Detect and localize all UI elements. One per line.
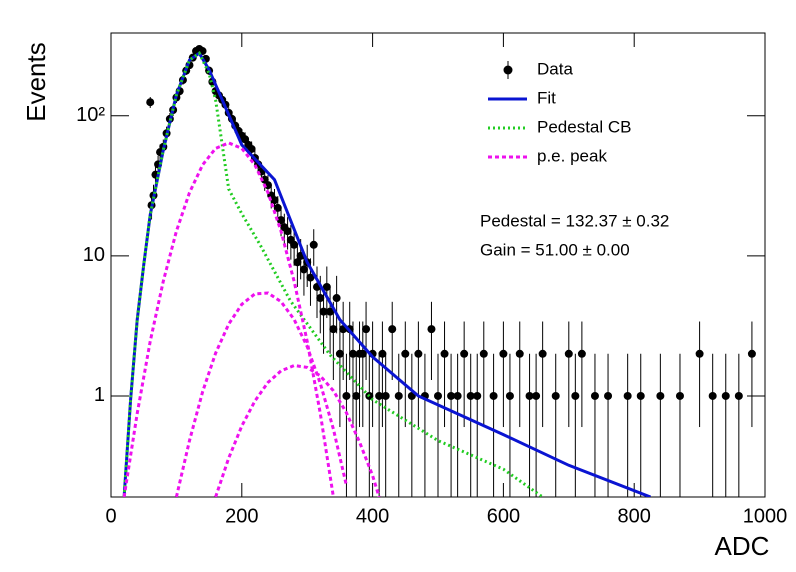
y-tick-label: 1 [94, 384, 105, 406]
data-point [378, 349, 387, 358]
plot-area [122, 44, 756, 497]
legend-label: Data [537, 59, 573, 78]
legend-label: Fit [537, 88, 556, 107]
data-point [590, 391, 599, 400]
data-point [375, 391, 384, 400]
data-point [273, 203, 282, 212]
data-point [721, 391, 730, 400]
y-tick-label: 10 [83, 244, 105, 266]
x-tick-label: 1000 [743, 505, 788, 527]
y-tick-label: 10² [76, 104, 105, 126]
legend-marker [503, 65, 513, 75]
data-point [440, 349, 449, 358]
data-point [434, 391, 442, 400]
data-point [551, 391, 560, 400]
data-point [532, 391, 541, 400]
annotation: Pedestal = 132.37 ± 0.32 [480, 211, 669, 230]
x-tick-label: 400 [356, 505, 389, 527]
data-point [515, 349, 524, 358]
data-point [473, 391, 482, 400]
data-point [453, 391, 462, 400]
x-tick-label: 200 [225, 505, 258, 527]
data-point [348, 349, 357, 358]
data-point [414, 349, 423, 358]
x-tick-label: 800 [618, 505, 651, 527]
data-point [342, 391, 351, 400]
data-point [306, 273, 315, 282]
data-point [747, 349, 756, 358]
data-point [299, 265, 308, 274]
data-point [352, 391, 361, 400]
data-point [277, 216, 286, 225]
data-point [335, 349, 344, 358]
data-point [329, 325, 338, 334]
data-point [270, 196, 279, 205]
data-point [427, 325, 436, 334]
data-point [505, 391, 514, 400]
data-point [316, 294, 325, 303]
data-point [146, 98, 155, 107]
data-point [525, 391, 534, 400]
data-point [447, 391, 456, 400]
x-tick-label: 600 [487, 505, 520, 527]
data-point [322, 282, 331, 291]
y-axis-label: Events [21, 42, 51, 122]
data-point [460, 349, 469, 358]
fit-curve [122, 141, 381, 497]
x-axis-label: ADC [715, 531, 770, 561]
data-point [708, 391, 717, 400]
data-point [695, 349, 704, 358]
legend-label: p.e. peak [537, 146, 607, 165]
data-point [283, 227, 292, 236]
data-point [381, 391, 390, 400]
data-point [466, 391, 475, 400]
data-point [319, 307, 328, 316]
data-point [564, 349, 573, 358]
data-point [362, 325, 371, 334]
data-point [675, 391, 684, 400]
data-point [247, 144, 256, 153]
data-point [499, 349, 508, 358]
data-point [332, 294, 341, 303]
data-point [326, 307, 335, 316]
data-point [623, 391, 632, 400]
data-point [604, 391, 613, 400]
data-point [401, 349, 410, 358]
data-point [577, 349, 586, 358]
data-point [290, 240, 299, 249]
data-point [394, 391, 403, 400]
data-point [293, 258, 302, 267]
data-point [656, 391, 665, 400]
data-point [479, 349, 488, 358]
data-point [538, 349, 547, 358]
data-point [358, 349, 367, 358]
data-point [636, 391, 645, 400]
annotation: Gain = 51.00 ± 0.00 [480, 240, 630, 259]
data-point [309, 240, 318, 249]
data-point [571, 391, 580, 400]
data-point [388, 325, 397, 334]
x-tick-label: 0 [105, 505, 116, 527]
legend-label: Pedestal CB [537, 117, 632, 136]
data-point [734, 391, 743, 400]
data-point [489, 391, 498, 400]
fit-curve [122, 50, 544, 497]
